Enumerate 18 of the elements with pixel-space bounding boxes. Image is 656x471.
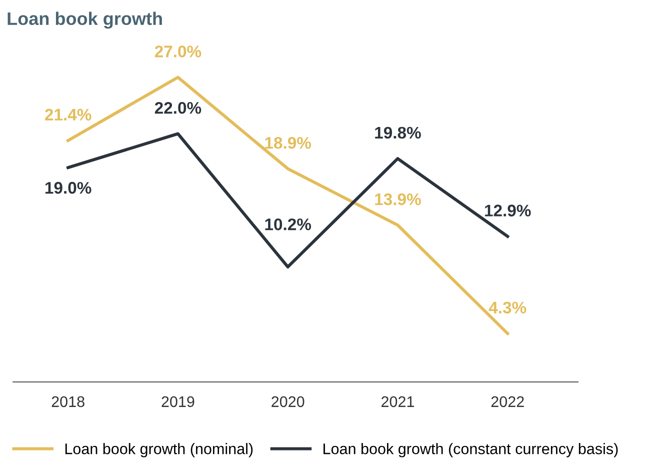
data-label: 4.3% [488, 302, 526, 314]
data-label: 21.4% [45, 108, 92, 121]
data-label: 12.9% [485, 204, 531, 216]
chart-title: Loan book growth [8, 12, 162, 29]
data-label: 19.0% [45, 182, 92, 194]
data-label: 22.0% [154, 102, 202, 114]
data-label: 27.0% [154, 46, 202, 58]
legend-label: Loan book growth (constant currency basis) [324, 443, 618, 458]
x-tick-label: 2019 [162, 396, 194, 408]
x-tick-label: 2022 [491, 396, 524, 408]
legend-label: Loan book growth (nominal) [65, 443, 253, 458]
data-label: 10.2% [265, 218, 312, 230]
data-label: 13.9% [375, 193, 421, 206]
x-tick-label: 2021 [382, 396, 414, 408]
data-label: 19.8% [375, 126, 421, 139]
x-tick-label: 2020 [272, 396, 304, 408]
data-label: 18.9% [265, 136, 312, 149]
x-tick-label: 2018 [52, 396, 84, 408]
